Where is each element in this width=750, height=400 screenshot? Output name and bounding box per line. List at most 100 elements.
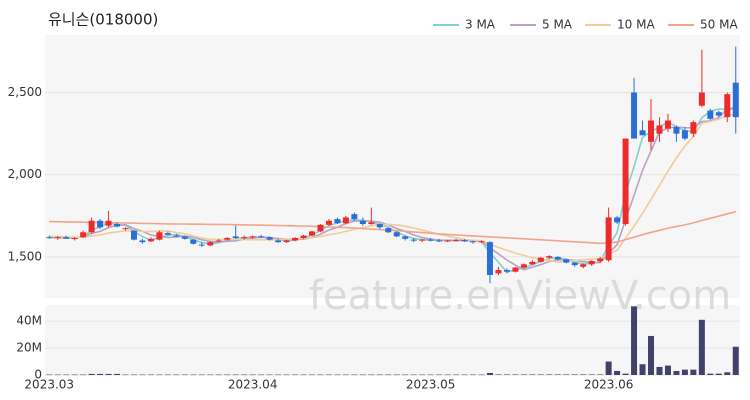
legend-label: 5 MA xyxy=(542,18,573,32)
volume-bar xyxy=(427,374,434,376)
candle-body xyxy=(224,238,231,240)
volume-bar xyxy=(673,370,680,375)
candle-body xyxy=(376,224,383,228)
volume-bar xyxy=(334,374,341,376)
candle-body xyxy=(512,267,519,272)
x-tick-label: 2023.05 xyxy=(406,378,456,392)
candle-body xyxy=(546,256,553,258)
candle-body xyxy=(54,237,61,239)
volume-bar xyxy=(622,373,629,375)
volume-bar xyxy=(385,374,392,376)
candle-body xyxy=(71,238,78,240)
volume-bar xyxy=(580,374,587,375)
x-tick-label: 2023.03 xyxy=(24,378,74,392)
candle-body xyxy=(249,236,256,238)
candle-body xyxy=(181,236,188,239)
candle-body xyxy=(266,237,273,240)
candle-body xyxy=(385,228,392,233)
candle-body xyxy=(198,244,205,246)
candle-body xyxy=(232,236,239,239)
candle-body xyxy=(334,219,341,224)
volume-bar xyxy=(470,374,477,376)
candle-body xyxy=(419,239,426,241)
candle-body xyxy=(698,92,705,106)
volume-bar xyxy=(292,374,299,376)
candle-body xyxy=(317,224,324,232)
volume-bar xyxy=(54,374,61,376)
candle-body xyxy=(283,240,290,243)
volume-bar xyxy=(88,373,95,375)
candle-body xyxy=(130,230,137,240)
candle-body xyxy=(580,264,587,267)
volume-bar xyxy=(190,374,197,376)
candle-body xyxy=(190,239,197,244)
volume-bar xyxy=(461,374,468,376)
volume-bar xyxy=(266,374,273,376)
volume-bar xyxy=(275,374,282,376)
volume-bar xyxy=(631,306,638,375)
volume-bar xyxy=(571,374,578,375)
candle-body xyxy=(614,217,621,223)
volume-bar xyxy=(690,369,697,375)
y-tick-label: 2,000 xyxy=(8,167,42,181)
volume-bar xyxy=(97,373,104,375)
candle-body xyxy=(715,112,722,116)
volume-bar xyxy=(724,372,731,375)
candle-body xyxy=(308,231,315,236)
volume-bar xyxy=(80,374,87,376)
volume-bar xyxy=(402,374,409,376)
volume-bar xyxy=(554,374,561,375)
volume-bar xyxy=(512,374,519,375)
volume-bar xyxy=(537,374,544,375)
candle-body xyxy=(537,257,544,262)
volume-bar xyxy=(249,374,256,376)
volume-bar xyxy=(563,374,570,375)
candle-body xyxy=(673,127,680,134)
volume-bar xyxy=(342,374,349,376)
y-tick-label: 2,500 xyxy=(8,85,42,99)
volume-bar xyxy=(317,374,324,376)
ma-line xyxy=(49,210,736,245)
candle-body xyxy=(681,130,688,139)
volume-bar xyxy=(376,374,383,376)
volume-bar xyxy=(71,374,78,376)
candle-body xyxy=(656,125,663,134)
candle-body xyxy=(147,238,154,242)
candle-body xyxy=(410,239,417,241)
volume-bar xyxy=(503,374,510,375)
candle-body xyxy=(707,110,714,119)
volume-bar xyxy=(308,374,315,376)
volume-bar xyxy=(707,373,714,375)
volume-bar xyxy=(105,373,112,375)
candle-body xyxy=(427,239,434,241)
legend-label: 10 MA xyxy=(617,18,655,32)
volume-bar xyxy=(639,364,646,375)
legend-label: 50 MA xyxy=(700,18,738,32)
volume-bar xyxy=(520,374,527,375)
volume-bar xyxy=(181,374,188,376)
y-tick-label: 1,500 xyxy=(8,249,42,263)
candle-body xyxy=(359,220,366,225)
ma-line xyxy=(49,106,736,271)
volume-bar xyxy=(453,374,460,376)
volume-bar xyxy=(588,374,595,375)
candle-body xyxy=(114,224,121,227)
candle-body xyxy=(173,235,180,237)
chart-title: 유니슨(018000) xyxy=(48,11,158,29)
candle-body xyxy=(241,237,248,239)
candle-body xyxy=(122,228,129,230)
volume-bar xyxy=(436,374,443,376)
candle-body xyxy=(342,217,349,224)
volume-bar xyxy=(605,361,612,375)
volume-bar xyxy=(232,374,239,376)
candle-body xyxy=(164,233,171,235)
candle-body xyxy=(139,240,146,243)
volume-bar xyxy=(732,346,739,375)
volume-tick-label: 0 xyxy=(34,368,42,382)
volume-bar xyxy=(664,365,671,375)
volume-panel xyxy=(45,305,740,375)
candle-body xyxy=(215,240,222,242)
volume-bar xyxy=(207,374,214,376)
volume-bar xyxy=(130,374,137,376)
